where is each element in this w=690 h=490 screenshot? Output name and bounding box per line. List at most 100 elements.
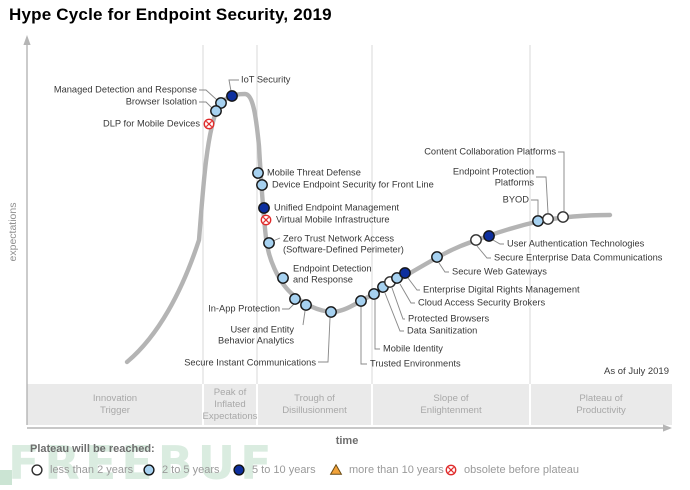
- point-zero-trust-network-access: [263, 237, 275, 249]
- leader-enterprise-digital-rights-management: [407, 277, 420, 291]
- leader-in-app-protection: [282, 303, 295, 310]
- point-enterprise-digital-rights-management: [399, 267, 411, 279]
- legend-item-5-to-10: 5 to 10 years: [232, 463, 316, 477]
- leader-browser-isolation: [199, 101, 213, 109]
- label-in-app-protection: In-App Protection: [208, 303, 280, 313]
- label-secure-enterprise-data-communications: Secure Enterprise Data Communications: [494, 252, 663, 262]
- label-protected-browsers: Protected Browsers: [408, 313, 489, 323]
- point-dlp-for-mobile-devices-obsolete-icon: [203, 118, 215, 130]
- phase-label: Peak of: [214, 387, 247, 398]
- legend-title: Plateau will be reached:: [30, 443, 155, 455]
- label-virtual-mobile-infrastructure: Virtual Mobile Infrastructure: [276, 214, 390, 224]
- label-endpoint-detection-and-response: Endpoint Detection: [293, 263, 372, 273]
- x-axis-label: time: [336, 435, 359, 447]
- leader-user-and-entity-behavior-analytics: [302, 310, 306, 326]
- leader-secure-web-gateways: [438, 262, 449, 273]
- legend-item-label: more than 10 years: [349, 464, 444, 476]
- point-mobile-threat-defense: [252, 167, 264, 179]
- label-secure-instant-communications: Secure Instant Communications: [184, 357, 316, 367]
- leader-trusted-environments: [360, 307, 367, 365]
- label-endpoint-protection-platforms: Platforms: [495, 177, 535, 187]
- phase-label: Slope of: [433, 393, 469, 404]
- point-iot-security: [226, 90, 238, 102]
- legend-item-label: 5 to 10 years: [252, 464, 316, 476]
- label-mobile-threat-defense: Mobile Threat Defense: [267, 167, 361, 177]
- leader-user-authentication-technologies: [492, 239, 504, 245]
- point-user-authentication-technologies: [483, 230, 495, 242]
- phase-label: Plateau of: [579, 393, 623, 404]
- leader-managed-detection-and-response: [199, 89, 218, 101]
- phase-label: Enlightenment: [420, 405, 482, 416]
- label-browser-isolation: Browser Isolation: [126, 96, 197, 106]
- label-trusted-environments: Trusted Environments: [370, 358, 461, 368]
- leader-data-sanitization: [384, 292, 404, 332]
- point-secure-enterprise-data-communications: [470, 234, 482, 246]
- point-endpoint-detection-and-response: [277, 272, 289, 284]
- orange-triangle-icon: [329, 463, 343, 475]
- point-endpoint-protection-platforms: [542, 213, 554, 225]
- label-user-authentication-technologies: User Authentication Technologies: [507, 238, 645, 248]
- white-circle-icon: [31, 464, 43, 476]
- phase-label: Innovation: [93, 393, 137, 404]
- point-byod: [532, 215, 544, 227]
- point-in-app-protection: [289, 293, 301, 305]
- label-zero-trust-network-access: (Software-Defined Perimeter): [283, 244, 404, 254]
- legend-item-more-than-10: more than 10 years: [329, 463, 444, 477]
- point-user-and-entity-behavior-analytics: [300, 299, 312, 311]
- phase-band: [27, 384, 672, 425]
- label-managed-detection-and-response: Managed Detection and Response: [54, 84, 197, 94]
- phase-label: Productivity: [576, 405, 626, 416]
- label-iot-security: IoT Security: [241, 74, 291, 84]
- hype-curve: [124, 91, 613, 365]
- point-virtual-mobile-infrastructure-obsolete-icon: [260, 214, 272, 226]
- label-cloud-access-security-brokers: Cloud Access Security Brokers: [418, 297, 545, 307]
- label-user-and-entity-behavior-analytics: User and Entity: [230, 324, 294, 334]
- leader-secure-instant-communications: [318, 317, 331, 363]
- point-content-collaboration-platforms: [557, 211, 569, 223]
- point-browser-isolation: [210, 105, 222, 117]
- leader-iot-security: [228, 79, 239, 92]
- point-unified-endpoint-management: [258, 202, 270, 214]
- legend-item-2-to-5: 2 to 5 years: [142, 463, 219, 477]
- label-secure-web-gateways: Secure Web Gateways: [452, 266, 547, 276]
- label-mobile-identity: Mobile Identity: [383, 343, 443, 353]
- phase-label: Disillusionment: [282, 405, 347, 416]
- label-endpoint-detection-and-response: and Response: [293, 274, 353, 284]
- phase-label: Trough of: [294, 393, 335, 404]
- point-secure-web-gateways: [431, 251, 443, 263]
- label-zero-trust-network-access: Zero Trust Network Access: [283, 233, 394, 243]
- label-user-and-entity-behavior-analytics: Behavior Analytics: [218, 335, 294, 345]
- legend-item-label: less than 2 years: [50, 464, 134, 476]
- legend-item-less-than-2: less than 2 years: [30, 463, 133, 477]
- label-dlp-for-mobile-devices: DLP for Mobile Devices: [103, 118, 200, 128]
- leader-content-collaboration-platforms: [558, 151, 565, 211]
- label-device-endpoint-security-for-front-line: Device Endpoint Security for Front Line: [272, 179, 434, 189]
- label-unified-endpoint-management: Unified Endpoint Management: [274, 202, 399, 212]
- label-enterprise-digital-rights-management: Enterprise Digital Rights Management: [423, 284, 580, 294]
- light-blue-circle-icon: [143, 464, 155, 476]
- label-byod: BYOD: [503, 194, 530, 204]
- leader-secure-enterprise-data-communications: [476, 245, 491, 259]
- phase-label: Inflated: [214, 399, 245, 410]
- legend: Plateau will be reached: less than 2 yea…: [0, 441, 690, 485]
- point-trusted-environments: [355, 295, 367, 307]
- leader-byod: [531, 199, 539, 215]
- point-mobile-identity: [368, 288, 380, 300]
- legend-item-obsolete: obsolete before plateau: [444, 463, 579, 477]
- label-data-sanitization: Data Sanitization: [407, 325, 477, 335]
- x-axis-arrow-icon: [663, 424, 672, 432]
- label-endpoint-protection-platforms: Endpoint Protection: [453, 166, 534, 176]
- point-device-endpoint-security-for-front-line: [256, 179, 268, 191]
- point-secure-instant-communications: [325, 306, 337, 318]
- legend-item-label: obsolete before plateau: [464, 464, 579, 476]
- page-title: Hype Cycle for Endpoint Security, 2019: [9, 5, 332, 24]
- dark-blue-circle-icon: [233, 464, 245, 476]
- phase-label: Expectations: [203, 411, 258, 422]
- legend-item-label: 2 to 5 years: [162, 464, 220, 476]
- red-crossed-circle-icon: [445, 464, 457, 476]
- phase-label: Trigger: [100, 405, 131, 416]
- watermark-block: [0, 470, 12, 485]
- leader-mobile-identity: [374, 300, 380, 350]
